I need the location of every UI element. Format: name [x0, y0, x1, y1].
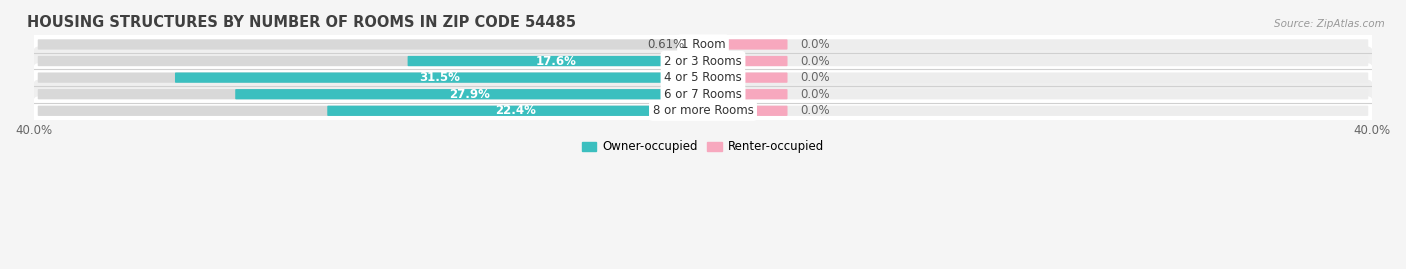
FancyBboxPatch shape [702, 106, 787, 116]
Text: 0.0%: 0.0% [800, 88, 830, 101]
Text: 17.6%: 17.6% [536, 55, 576, 68]
FancyBboxPatch shape [34, 80, 1372, 109]
Text: 27.9%: 27.9% [449, 88, 489, 101]
FancyBboxPatch shape [702, 89, 1368, 99]
Text: 2 or 3 Rooms: 2 or 3 Rooms [664, 55, 742, 68]
FancyBboxPatch shape [38, 56, 704, 66]
FancyBboxPatch shape [328, 106, 704, 116]
Text: Source: ZipAtlas.com: Source: ZipAtlas.com [1274, 19, 1385, 29]
Text: 0.0%: 0.0% [800, 71, 830, 84]
FancyBboxPatch shape [38, 72, 704, 83]
FancyBboxPatch shape [702, 39, 787, 49]
Text: 8 or more Rooms: 8 or more Rooms [652, 104, 754, 117]
Legend: Owner-occupied, Renter-occupied: Owner-occupied, Renter-occupied [578, 136, 828, 158]
FancyBboxPatch shape [702, 72, 1368, 83]
FancyBboxPatch shape [38, 106, 704, 116]
Text: 0.0%: 0.0% [800, 38, 830, 51]
Text: 0.0%: 0.0% [800, 104, 830, 117]
FancyBboxPatch shape [702, 39, 1368, 49]
Text: 1 Room: 1 Room [681, 38, 725, 51]
FancyBboxPatch shape [408, 56, 704, 66]
FancyBboxPatch shape [174, 72, 704, 83]
Text: HOUSING STRUCTURES BY NUMBER OF ROOMS IN ZIP CODE 54485: HOUSING STRUCTURES BY NUMBER OF ROOMS IN… [27, 15, 576, 30]
FancyBboxPatch shape [702, 56, 1368, 66]
Text: 0.0%: 0.0% [800, 55, 830, 68]
Text: 4 or 5 Rooms: 4 or 5 Rooms [664, 71, 742, 84]
FancyBboxPatch shape [34, 47, 1372, 76]
Text: 0.61%: 0.61% [647, 38, 685, 51]
FancyBboxPatch shape [34, 96, 1372, 125]
FancyBboxPatch shape [702, 72, 787, 83]
FancyBboxPatch shape [692, 39, 704, 49]
FancyBboxPatch shape [235, 89, 704, 99]
FancyBboxPatch shape [702, 106, 1368, 116]
Text: 22.4%: 22.4% [495, 104, 536, 117]
FancyBboxPatch shape [702, 89, 787, 99]
Text: 6 or 7 Rooms: 6 or 7 Rooms [664, 88, 742, 101]
Text: 31.5%: 31.5% [419, 71, 460, 84]
FancyBboxPatch shape [38, 89, 704, 99]
FancyBboxPatch shape [702, 56, 787, 66]
FancyBboxPatch shape [38, 39, 704, 49]
FancyBboxPatch shape [34, 30, 1372, 59]
FancyBboxPatch shape [34, 63, 1372, 92]
